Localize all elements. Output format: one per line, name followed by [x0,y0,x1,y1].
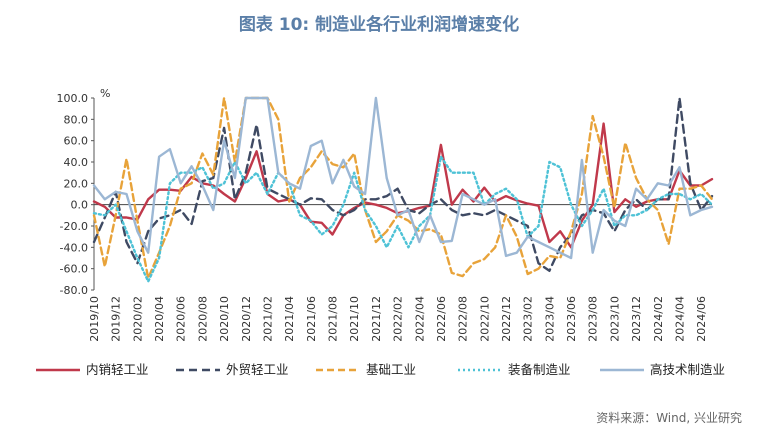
x-tick-label: 2020/04 [153,296,166,342]
x-tick-label: 2023/08 [587,296,600,342]
x-tick-label: 2020/08 [196,296,209,342]
x-tick-label: 2021/12 [370,296,383,342]
x-tick-label: 2019/12 [110,296,123,342]
x-tick-label: 2021/10 [348,296,361,342]
source-note: 资料来源：Wind, 兴业研究 [596,411,742,425]
x-tick-label: 2024/04 [673,296,686,342]
legend-layer: 内销轻工业 外贸轻工业 基础工业 装备制造业 高技术制造业 [36,362,725,377]
x-tick-label: 2022/04 [413,296,426,342]
x-tick-label: 2023/04 [543,296,556,342]
y-tick-label: 100.0 [57,92,89,105]
y-tick-label: -80.0 [60,284,88,297]
x-tick-label: 2019/10 [88,296,101,342]
x-tick-label: 2021/02 [261,296,274,342]
chart-title: 图表 10: 制造业各行业利润增速变化 [238,15,520,35]
legend-item-label: 外贸轻工业 [226,362,289,377]
y-tick-label: 80.0 [64,113,89,126]
x-tick-label: 2022/06 [435,296,448,342]
series-line [92,96,714,260]
x-tick-label: 2020/12 [240,296,253,342]
series-layer [92,96,714,283]
y-unit-label: % [100,87,110,100]
y-tick-label: 40.0 [64,156,89,169]
series-line [92,155,714,283]
series-line [92,96,714,272]
legend-item-label: 基础工业 [366,362,416,377]
y-tick-label: 0.0 [71,199,89,212]
x-tick-label: 2021/04 [283,296,296,342]
y-tick-label: 20.0 [64,177,89,190]
series-line [92,96,714,280]
legend-item-label: 装备制造业 [508,362,571,377]
x-tick-label: 2020/06 [175,296,188,342]
x-tick-label: 2022/08 [457,296,470,342]
x-tick-label: 2022/02 [392,296,405,342]
x-tick-label: 2021/08 [327,296,340,342]
x-tick-label: 2020/10 [218,296,231,342]
x-tick-label: 2023/02 [522,296,535,342]
legend-item-label: 高技术制造业 [650,362,725,377]
x-tick-label: 2020/02 [131,296,144,342]
x-tick-label: 2021/06 [305,296,318,342]
x-tick-label: 2023/10 [608,296,621,342]
legend-item-label: 内销轻工业 [86,362,149,377]
x-tick-label: 2023/12 [630,296,643,342]
x-tick-label: 2024/02 [652,296,665,342]
x-tick-label: 2023/06 [565,296,578,342]
axes-layer: 100.0 80.0 60.0 40.0 20.0 0.0 -20.0 -40.0 -60.0 -… [57,87,712,342]
x-tick-label: 2022/12 [500,296,513,342]
x-tick-label: 2022/10 [478,296,491,342]
y-tick-label: -60.0 [60,263,88,276]
y-tick-label: -40.0 [60,241,88,254]
y-tick-label: 60.0 [64,135,89,148]
x-tick-label: 2024/06 [695,296,708,342]
y-tick-label: -20.0 [60,220,88,233]
